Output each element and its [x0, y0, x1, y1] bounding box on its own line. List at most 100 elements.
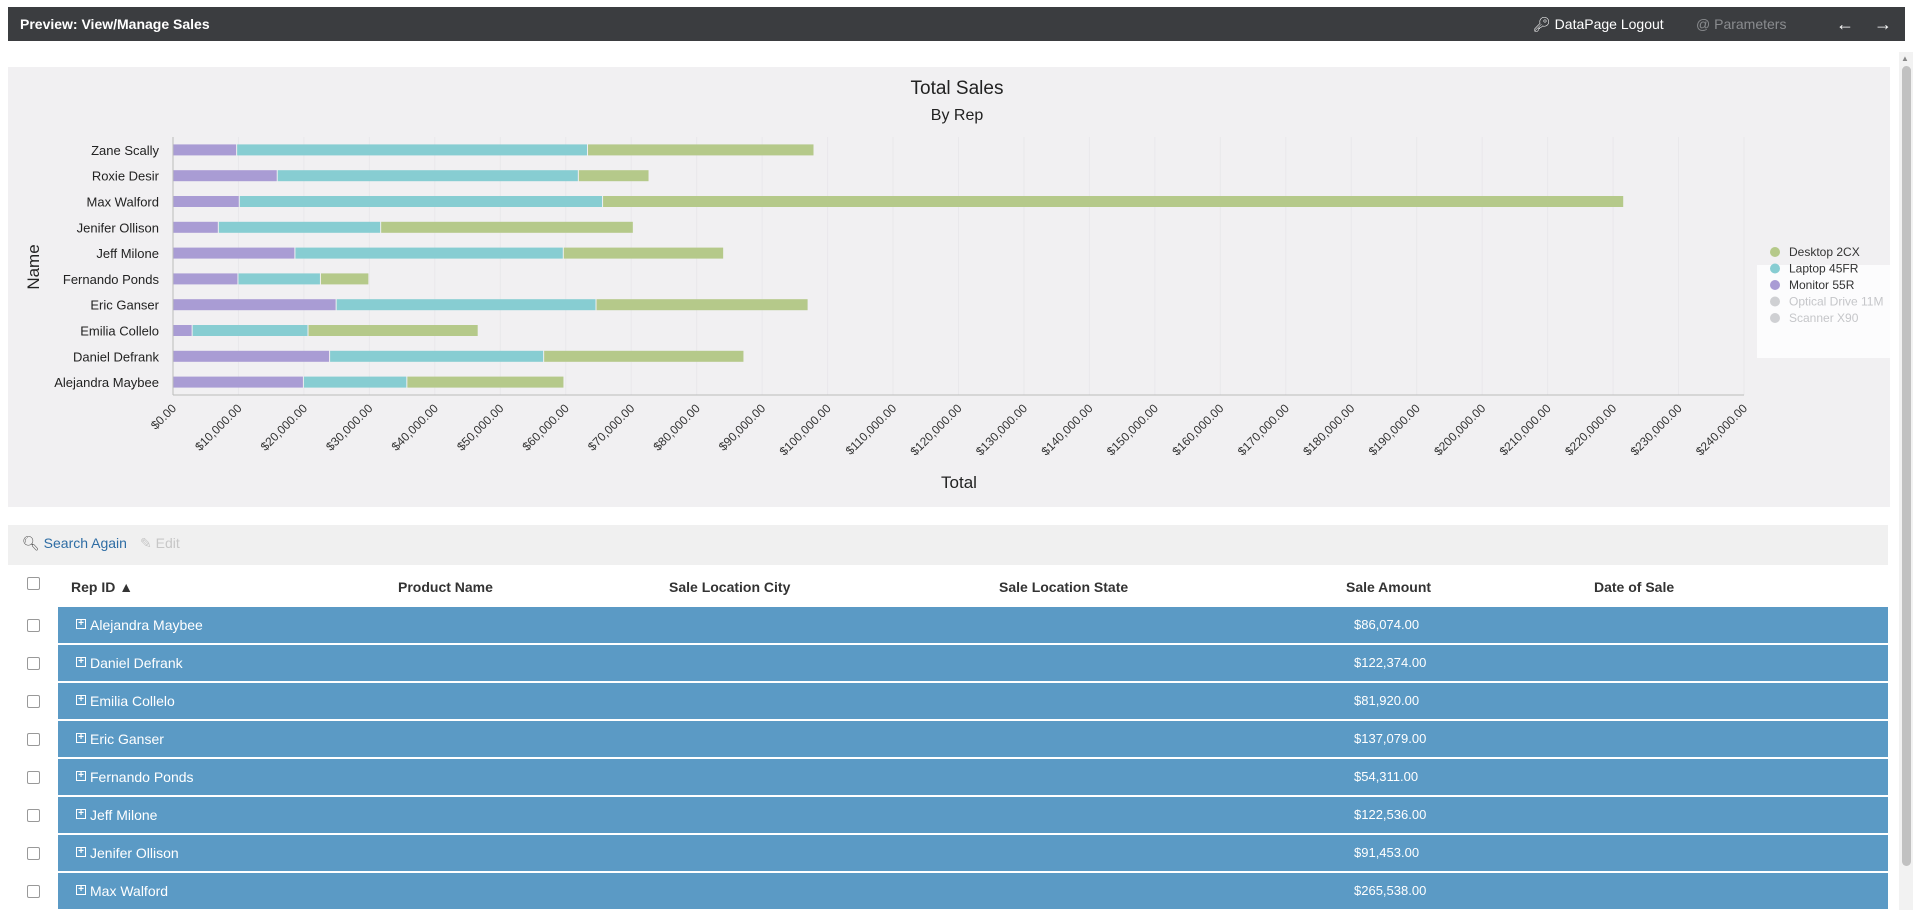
- bar-segment[interactable]: [407, 376, 564, 388]
- bar-segment[interactable]: [173, 247, 295, 259]
- bar-segment[interactable]: [173, 196, 239, 207]
- x-tick-label: $230,000.00: [1628, 401, 1685, 458]
- bar-segment[interactable]: [308, 325, 478, 336]
- row-checkbox[interactable]: [27, 771, 40, 784]
- y-axis-label: Name: [24, 244, 43, 289]
- title-bar: Preview: View/Manage Sales 🔑︎ DataPage L…: [8, 7, 1905, 41]
- bar-segment[interactable]: [563, 247, 724, 259]
- expand-icon[interactable]: +: [76, 657, 86, 667]
- parameters-button[interactable]: @ Parameters: [1696, 16, 1786, 32]
- grid-toolbar: 🔍︎ Search Again ✎ Edit: [8, 525, 1888, 565]
- bar-segment[interactable]: [303, 376, 407, 388]
- x-axis-label: Total: [941, 473, 977, 492]
- expand-icon[interactable]: +: [76, 695, 86, 705]
- grid-header: Rep ID ▲ Product Name Sale Location City…: [8, 565, 1888, 607]
- expand-icon[interactable]: +: [76, 733, 86, 743]
- bar-segment[interactable]: [588, 144, 814, 156]
- expand-icon[interactable]: +: [76, 771, 86, 781]
- expand-icon[interactable]: +: [76, 619, 86, 629]
- bar-segment[interactable]: [173, 299, 336, 311]
- scroll-up-icon[interactable]: ▲: [1901, 54, 1909, 63]
- row-checkbox[interactable]: [27, 619, 40, 632]
- legend-swatch[interactable]: [1770, 313, 1780, 323]
- category-label: Zane Scally: [91, 143, 159, 158]
- group-amount: $137,079.00: [1354, 731, 1427, 746]
- bar-segment[interactable]: [381, 221, 633, 233]
- bar-segment[interactable]: [173, 325, 192, 336]
- table-row: + Eric Ganser $137,079.00: [8, 721, 1888, 759]
- legend-swatch[interactable]: [1770, 296, 1780, 307]
- select-all-checkbox[interactable]: [27, 577, 40, 590]
- row-checkbox[interactable]: [27, 809, 40, 822]
- column-header-product-name[interactable]: Product Name: [398, 579, 493, 595]
- x-tick-label: $10,000.00: [192, 401, 245, 454]
- x-tick-label: $40,000.00: [389, 401, 442, 454]
- table-row: + Alejandra Maybee $86,074.00: [8, 607, 1888, 645]
- bar-segment[interactable]: [596, 299, 808, 311]
- column-header-sale-location-state[interactable]: Sale Location State: [999, 579, 1129, 595]
- expand-icon[interactable]: +: [76, 847, 86, 857]
- row-checkbox[interactable]: [27, 885, 40, 898]
- x-tick-label: $160,000.00: [1169, 401, 1226, 458]
- group-amount: $122,536.00: [1354, 807, 1427, 822]
- bar-segment[interactable]: [330, 350, 544, 362]
- row-checkbox[interactable]: [27, 657, 40, 670]
- total-sales-chart: Total Sales By Rep Name Total Zane Scall…: [24, 78, 1890, 492]
- category-label: Jeff Milone: [96, 246, 159, 261]
- bar-segment[interactable]: [192, 325, 308, 336]
- x-tick-label: $70,000.00: [585, 401, 638, 454]
- row-checkbox[interactable]: [27, 695, 40, 708]
- column-header-sale-location-city[interactable]: Sale Location City: [669, 579, 791, 595]
- chart-title: Total Sales: [911, 78, 1004, 99]
- column-header-sale-amount[interactable]: Sale Amount: [1346, 579, 1432, 595]
- expand-icon[interactable]: +: [76, 809, 86, 819]
- legend-label[interactable]: Monitor 55R: [1789, 278, 1855, 292]
- bar-segment[interactable]: [173, 376, 303, 388]
- legend-swatch[interactable]: [1770, 263, 1780, 274]
- bar-segment[interactable]: [218, 221, 381, 233]
- bar-segment[interactable]: [295, 247, 563, 259]
- edit-button[interactable]: ✎ Edit: [140, 535, 180, 552]
- bar-segment[interactable]: [173, 221, 218, 233]
- column-header-rep-id[interactable]: Rep ID ▲: [71, 579, 134, 595]
- x-tick-label: $170,000.00: [1235, 401, 1292, 458]
- arrow-left-icon[interactable]: ←: [1836, 14, 1854, 34]
- row-checkbox[interactable]: [27, 847, 40, 860]
- bar-segment[interactable]: [578, 170, 649, 182]
- bar-segment[interactable]: [238, 273, 320, 285]
- arrow-right-icon[interactable]: →: [1874, 14, 1892, 34]
- search-again-button[interactable]: 🔍︎ Search Again: [22, 535, 127, 552]
- category-label: Daniel Defrank: [73, 349, 159, 364]
- x-tick-label: $140,000.00: [1038, 401, 1095, 458]
- row-checkbox[interactable]: [27, 733, 40, 746]
- bar-segment[interactable]: [173, 144, 237, 156]
- bar-segment[interactable]: [277, 170, 578, 182]
- legend-label[interactable]: Optical Drive 11M: [1789, 295, 1883, 309]
- group-name: Alejandra Maybee: [90, 617, 203, 633]
- bar-segment[interactable]: [603, 196, 1624, 207]
- bar-segment[interactable]: [544, 350, 744, 362]
- legend-label[interactable]: Desktop 2CX: [1789, 245, 1860, 259]
- legend-swatch[interactable]: [1770, 280, 1780, 290]
- bar-segment[interactable]: [173, 273, 238, 285]
- bar-segment[interactable]: [173, 350, 330, 362]
- legend-label[interactable]: Scanner X90: [1789, 311, 1859, 325]
- x-tick-label: $20,000.00: [258, 401, 311, 454]
- column-header-date-of-sale[interactable]: Date of Sale: [1594, 579, 1675, 595]
- sales-grid: Rep ID ▲ Product Name Sale Location City…: [8, 565, 1888, 911]
- bar-segment[interactable]: [336, 299, 596, 311]
- bar-segment[interactable]: [239, 196, 603, 207]
- expand-icon[interactable]: +: [76, 885, 86, 895]
- x-tick-label: $200,000.00: [1431, 401, 1488, 458]
- bar-segment[interactable]: [237, 144, 588, 156]
- table-row: + Daniel Defrank $122,374.00: [8, 645, 1888, 683]
- legend-swatch[interactable]: [1770, 247, 1780, 257]
- legend-label[interactable]: Laptop 45FR: [1789, 262, 1859, 276]
- bar-segment[interactable]: [173, 170, 277, 182]
- x-tick-label: $60,000.00: [520, 401, 573, 454]
- bar-segment[interactable]: [320, 273, 369, 285]
- x-tick-label: $120,000.00: [908, 401, 965, 458]
- at-icon: @: [1696, 16, 1711, 32]
- scrollbar-thumb[interactable]: [1902, 66, 1911, 866]
- logout-button[interactable]: 🔑︎ DataPage Logout: [1533, 16, 1664, 33]
